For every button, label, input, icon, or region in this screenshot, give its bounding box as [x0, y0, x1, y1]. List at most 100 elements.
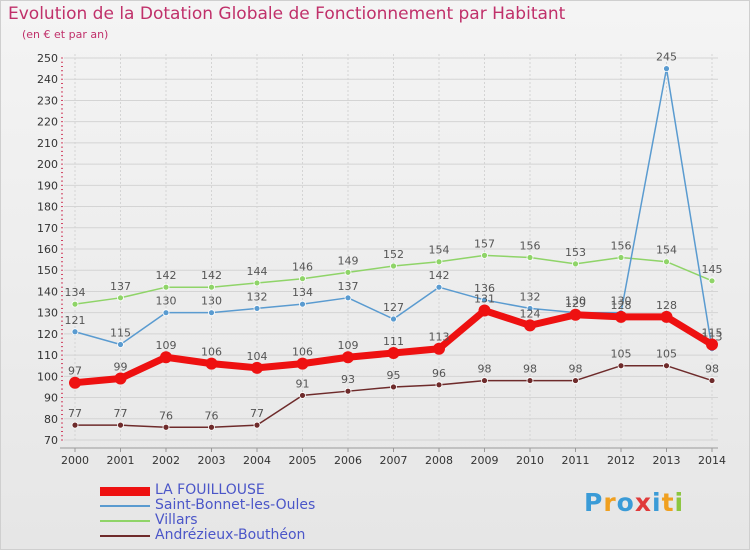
- data-label-la-fouillouse: 104: [247, 350, 268, 363]
- data-label-saint-bonnet-les-oules: 137: [338, 280, 359, 293]
- y-tick-label: 80: [44, 413, 58, 426]
- data-label-la-fouillouse: 113: [429, 331, 450, 344]
- y-tick-label: 200: [37, 158, 58, 171]
- data-point-villars: [253, 279, 261, 287]
- x-tick-label: 2010: [516, 454, 544, 467]
- data-point-la-fouillouse: [342, 351, 354, 364]
- x-tick-label: 2014: [698, 454, 726, 467]
- data-label-andr-zieux-bouth-on: 95: [387, 369, 401, 382]
- data-label-la-fouillouse: 106: [292, 346, 313, 359]
- data-point-la-fouillouse: [296, 357, 309, 370]
- y-tick-label: 250: [37, 52, 58, 65]
- logo-letter: x: [634, 488, 652, 517]
- data-point-andr-zieux-bouth-on: [663, 362, 670, 370]
- chart-subtitle: (en € et par an): [22, 28, 109, 41]
- data-label-villars: 152: [383, 248, 404, 261]
- data-point-saint-bonnet-les-oules: [663, 65, 670, 73]
- data-label-la-fouillouse: 128: [656, 299, 677, 312]
- logo-letter: i: [674, 488, 685, 517]
- data-point-villars: [117, 294, 124, 302]
- x-tick-label: 2002: [152, 454, 180, 467]
- data-label-andr-zieux-bouth-on: 98: [523, 363, 537, 376]
- data-label-villars: 134: [65, 286, 86, 299]
- data-label-villars: 142: [156, 269, 177, 282]
- data-label-andr-zieux-bouth-on: 105: [611, 348, 632, 361]
- data-label-saint-bonnet-les-oules: 132: [247, 290, 268, 303]
- data-label-andr-zieux-bouth-on: 91: [296, 377, 310, 390]
- y-tick-label: 150: [37, 264, 58, 277]
- data-point-villars: [708, 277, 716, 285]
- data-label-saint-bonnet-les-oules: 127: [383, 301, 404, 314]
- data-label-andr-zieux-bouth-on: 76: [159, 409, 173, 422]
- data-point-andr-zieux-bouth-on: [208, 423, 215, 431]
- data-label-saint-bonnet-les-oules: 115: [110, 327, 131, 340]
- x-tick-label: 2009: [471, 454, 499, 467]
- data-label-andr-zieux-bouth-on: 98: [478, 363, 492, 376]
- data-point-saint-bonnet-les-oules: [71, 328, 79, 336]
- data-point-villars: [162, 283, 170, 291]
- data-point-saint-bonnet-les-oules: [390, 315, 397, 323]
- data-point-andr-zieux-bouth-on: [253, 421, 261, 429]
- data-label-andr-zieux-bouth-on: 105: [656, 348, 677, 361]
- y-tick-label: 230: [37, 94, 58, 107]
- data-point-andr-zieux-bouth-on: [572, 377, 579, 384]
- data-point-la-fouillouse: [524, 319, 536, 332]
- chart-title: Evolution de la Dotation Globale de Fonc…: [8, 4, 566, 24]
- x-tick-label: 2001: [107, 454, 135, 467]
- data-label-villars: 157: [474, 237, 495, 250]
- x-tick-label: 2011: [562, 454, 590, 467]
- y-tick-label: 190: [37, 179, 58, 192]
- data-label-andr-zieux-bouth-on: 77: [114, 407, 128, 420]
- data-point-saint-bonnet-les-oules: [162, 309, 170, 317]
- data-point-andr-zieux-bouth-on: [526, 377, 534, 384]
- proxiti-logo: Proxiti: [584, 488, 684, 517]
- data-label-andr-zieux-bouth-on: 77: [250, 407, 264, 420]
- y-tick-label: 210: [37, 137, 58, 150]
- data-point-la-fouillouse: [660, 310, 673, 323]
- data-point-la-fouillouse: [478, 304, 491, 317]
- data-point-villars: [390, 262, 397, 270]
- y-tick-label: 220: [37, 116, 58, 129]
- y-tick-label: 170: [37, 222, 58, 235]
- data-label-la-fouillouse: 97: [68, 365, 82, 378]
- x-tick-label: 2000: [61, 454, 89, 467]
- data-label-la-fouillouse: 99: [114, 360, 128, 373]
- x-tick-label: 2012: [607, 454, 635, 467]
- data-point-villars: [344, 268, 352, 276]
- legend-label-andr-zieux-bouth-on: Andrézieux-Bouthéon: [155, 527, 306, 543]
- data-point-saint-bonnet-les-oules: [435, 283, 443, 291]
- data-label-villars: 144: [247, 265, 268, 278]
- data-point-la-fouillouse: [251, 361, 263, 374]
- legend-label-la-fouillouse: LA FOUILLOUSE: [155, 482, 265, 498]
- y-tick-label: 100: [37, 370, 58, 383]
- legend-swatch-la-fouillouse: [100, 486, 150, 496]
- data-point-andr-zieux-bouth-on: [162, 423, 170, 431]
- data-label-saint-bonnet-les-oules: 134: [292, 286, 313, 299]
- data-label-andr-zieux-bouth-on: 76: [205, 409, 219, 422]
- data-point-villars: [572, 260, 579, 268]
- data-label-saint-bonnet-les-oules: 130: [611, 295, 632, 308]
- data-point-villars: [617, 254, 625, 261]
- data-point-andr-zieux-bouth-on: [708, 377, 716, 384]
- data-label-la-fouillouse: 111: [383, 335, 404, 348]
- data-point-saint-bonnet-les-oules: [253, 305, 261, 312]
- data-label-villars: 145: [702, 263, 723, 276]
- data-label-saint-bonnet-les-oules: 130: [565, 295, 586, 308]
- data-point-la-fouillouse: [69, 376, 81, 389]
- logo-letter: t: [661, 488, 675, 517]
- data-label-la-fouillouse: 129: [565, 297, 586, 310]
- legend-swatch-saint-bonnet-les-oules: [100, 505, 150, 507]
- x-tick-label: 2007: [380, 454, 408, 467]
- data-point-andr-zieux-bouth-on: [117, 421, 124, 429]
- data-point-saint-bonnet-les-oules: [208, 309, 215, 317]
- data-label-saint-bonnet-les-oules: 130: [156, 295, 177, 308]
- data-point-villars: [71, 300, 79, 308]
- data-point-villars: [526, 254, 534, 261]
- data-label-la-fouillouse: 109: [156, 339, 177, 352]
- data-point-andr-zieux-bouth-on: [299, 392, 306, 399]
- logo-letter: o: [616, 488, 635, 517]
- data-point-villars: [435, 258, 443, 266]
- data-label-la-fouillouse: 115: [702, 327, 723, 340]
- data-label-villars: 153: [565, 246, 586, 259]
